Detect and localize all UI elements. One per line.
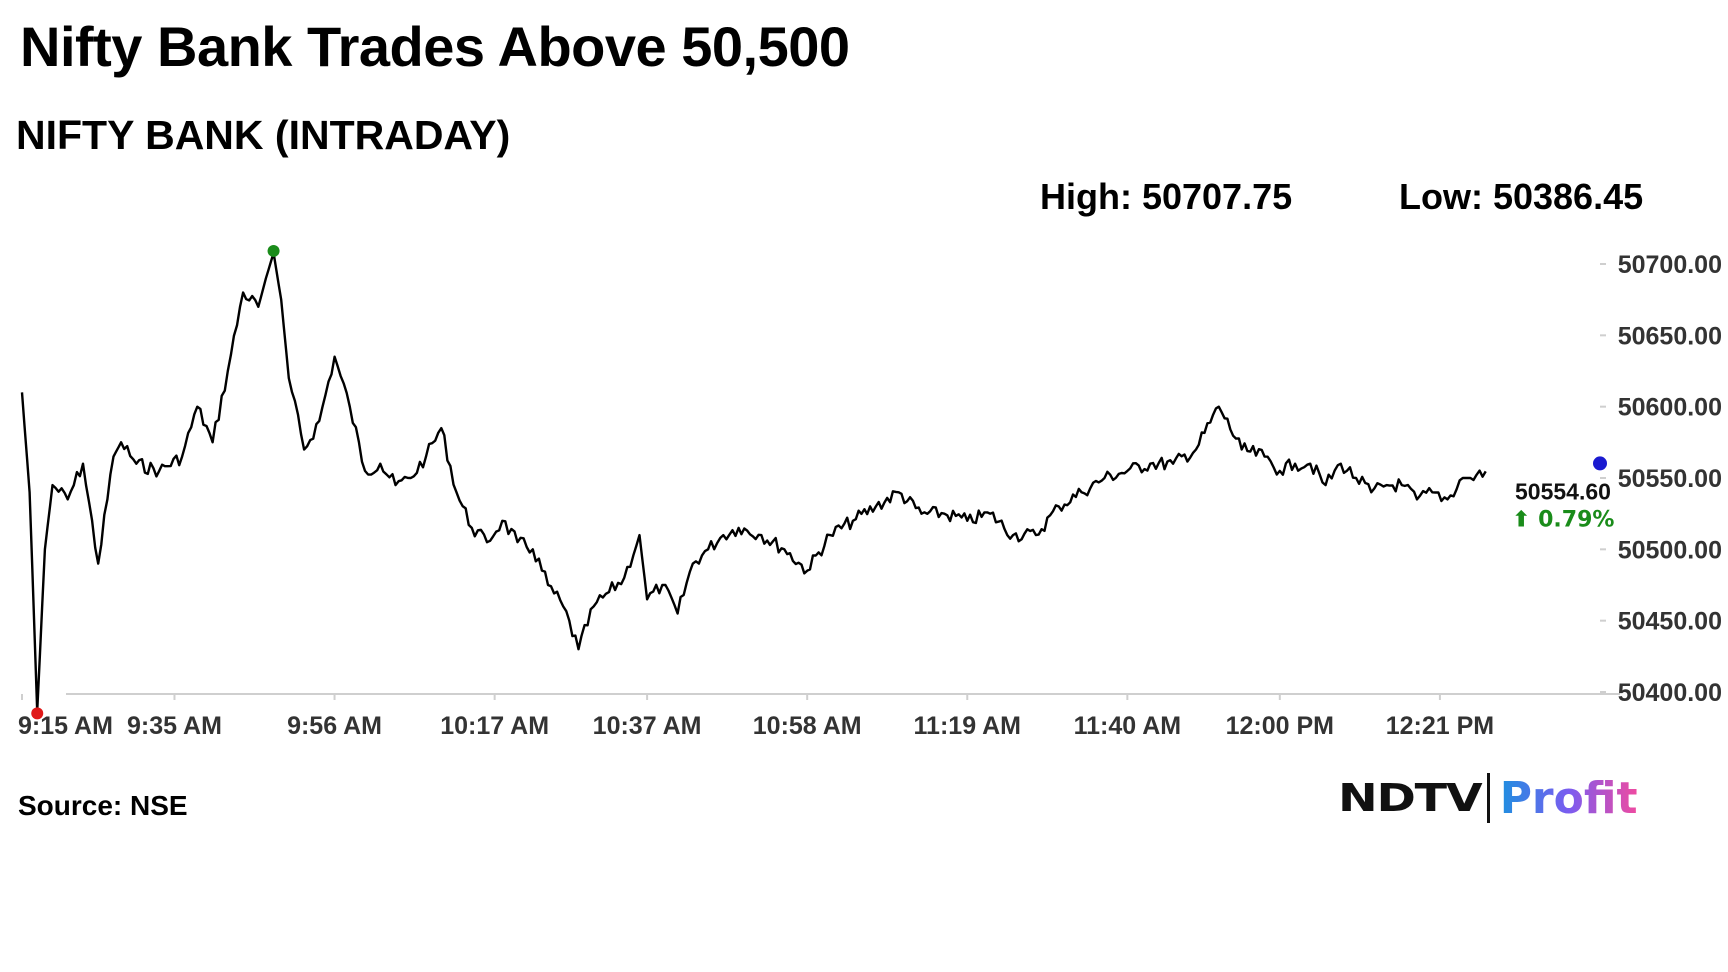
low-value: Low: 50386.45: [1399, 176, 1644, 217]
logo-ndtv-text: NDTV: [1338, 776, 1483, 820]
change-percent-label: ⬆ 0.79%: [1512, 507, 1614, 532]
last-point-marker: [1593, 456, 1607, 471]
y-tick-label: 50550.00: [1618, 465, 1722, 493]
x-tick-label: 11:19 AM: [914, 712, 1021, 740]
x-tick-label: 10:17 AM: [440, 712, 549, 740]
high-point-marker: [267, 244, 280, 257]
logo-divider: [1486, 773, 1490, 823]
x-tick-label: 10:58 AM: [753, 712, 862, 740]
x-tick-label: 9:56 AM: [287, 712, 382, 740]
y-tick-label: 50650.00: [1618, 322, 1722, 350]
x-tick-label: 10:37 AM: [593, 712, 702, 740]
y-tick-label: 50700.00: [1618, 251, 1722, 279]
low-point-marker: [31, 707, 44, 720]
y-tick-label: 50400.00: [1618, 679, 1722, 707]
ndtv-profit-logo: NDTV Profit: [1338, 768, 1638, 828]
x-tick-label: 11:40 AM: [1074, 712, 1181, 740]
intraday-line-chart: 9:15 AM 9:35 AM 9:56 AM 10:17 AM 10:37 AM 10:…: [18, 244, 1722, 740]
high-value: High: 50707.75: [1040, 176, 1293, 217]
y-tick-label: 50600.00: [1618, 394, 1722, 422]
x-tick-label: 9:35 AM: [127, 712, 222, 740]
chart-title: Nifty Bank Trades Above 50,500: [20, 15, 850, 78]
y-tick-label: 50450.00: [1618, 608, 1722, 636]
series-line: [20, 251, 1487, 713]
source-note: Source: NSE: [18, 790, 188, 821]
last-value-label: 50554.60: [1515, 478, 1611, 504]
x-tick-label: 12:21 PM: [1386, 712, 1494, 740]
logo-profit-text: Profit: [1499, 772, 1638, 824]
y-tick-label: 50500.00: [1618, 536, 1722, 564]
x-tick-label: 12:00 PM: [1226, 712, 1334, 740]
chart-subtitle: NIFTY BANK (INTRADAY): [16, 112, 511, 158]
